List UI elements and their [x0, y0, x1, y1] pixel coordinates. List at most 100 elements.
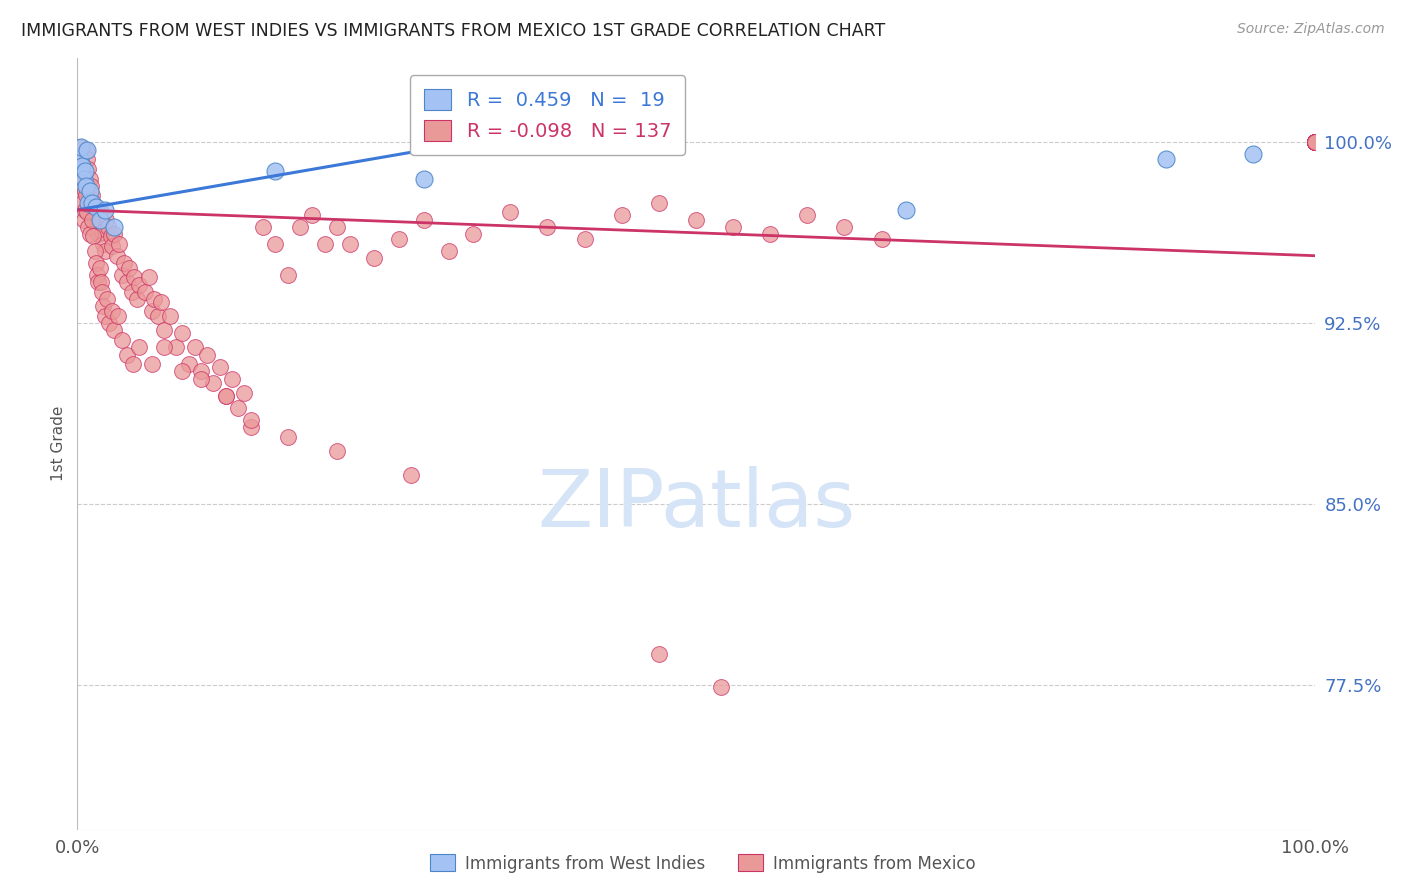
Point	[91, 236, 114, 251]
Point	[91, 299, 114, 313]
Point	[326, 444, 349, 458]
Point	[153, 323, 176, 337]
Point	[277, 268, 299, 282]
Point	[84, 212, 107, 227]
Point	[870, 232, 893, 246]
Point	[79, 184, 101, 198]
Point	[190, 372, 212, 386]
Point	[103, 323, 125, 337]
Point	[138, 270, 160, 285]
Point	[83, 202, 105, 217]
Point	[79, 171, 101, 186]
Point	[72, 160, 94, 174]
Point	[75, 178, 97, 193]
Point	[239, 412, 262, 426]
Point	[75, 143, 97, 157]
Point	[122, 357, 145, 371]
Point	[834, 219, 856, 234]
Point	[82, 195, 104, 210]
Point	[215, 388, 238, 402]
Point	[70, 164, 93, 178]
Point	[79, 227, 101, 241]
Point	[202, 376, 225, 391]
Point	[796, 208, 818, 222]
Point	[87, 275, 110, 289]
Point	[1303, 136, 1326, 150]
Point	[94, 212, 117, 227]
Point	[107, 309, 129, 323]
Legend: Immigrants from West Indies, Immigrants from Mexico: Immigrants from West Indies, Immigrants …	[423, 847, 983, 880]
Point	[77, 219, 100, 234]
Point	[499, 205, 522, 219]
Point	[363, 251, 385, 265]
Point	[1303, 136, 1326, 150]
Point	[1303, 136, 1326, 150]
Y-axis label: 1st Grade: 1st Grade	[51, 406, 66, 482]
Point	[1303, 136, 1326, 150]
Point	[73, 164, 96, 178]
Point	[536, 219, 558, 234]
Point	[91, 285, 114, 299]
Point	[91, 225, 114, 239]
Point	[610, 208, 633, 222]
Point	[1303, 136, 1326, 150]
Point	[118, 260, 141, 275]
Point	[115, 347, 138, 361]
Point	[215, 388, 238, 402]
Point	[128, 340, 150, 354]
Point	[89, 202, 111, 217]
Point	[1303, 136, 1326, 150]
Point	[1303, 136, 1326, 150]
Point	[121, 285, 143, 299]
Point	[172, 364, 194, 378]
Point	[648, 647, 671, 661]
Point	[184, 340, 207, 354]
Point	[80, 178, 103, 193]
Text: IMMIGRANTS FROM WEST INDIES VS IMMIGRANTS FROM MEXICO 1ST GRADE CORRELATION CHAR: IMMIGRANTS FROM WEST INDIES VS IMMIGRANT…	[21, 22, 886, 40]
Point	[72, 212, 94, 227]
Point	[685, 212, 707, 227]
Point	[122, 270, 145, 285]
Point	[82, 195, 104, 210]
Point	[1303, 136, 1326, 150]
Point	[73, 202, 96, 217]
Point	[437, 244, 460, 258]
Point	[93, 244, 115, 258]
Point	[1303, 136, 1326, 150]
Point	[401, 468, 423, 483]
Legend: R =  0.459   N =  19, R = -0.098   N = 137: R = 0.459 N = 19, R = -0.098 N = 137	[411, 76, 685, 154]
Point	[721, 219, 744, 234]
Point	[412, 212, 434, 227]
Point	[165, 340, 187, 354]
Point	[141, 304, 163, 318]
Point	[648, 195, 671, 210]
Point	[1303, 136, 1326, 150]
Point	[1241, 147, 1264, 161]
Point	[70, 153, 93, 167]
Point	[1154, 153, 1177, 167]
Point	[83, 244, 105, 258]
Point	[69, 153, 91, 167]
Point	[172, 326, 194, 340]
Point	[226, 401, 249, 415]
Point	[73, 184, 96, 198]
Point	[141, 357, 163, 371]
Point	[759, 227, 782, 241]
Point	[87, 227, 110, 241]
Point	[153, 340, 176, 354]
Point	[233, 386, 256, 401]
Point	[72, 164, 94, 178]
Point	[574, 232, 596, 246]
Point	[177, 357, 200, 371]
Point	[463, 227, 485, 241]
Point	[412, 171, 434, 186]
Point	[82, 212, 104, 227]
Point	[208, 359, 231, 374]
Point	[239, 420, 262, 434]
Point	[101, 239, 124, 253]
Point	[103, 219, 125, 234]
Point	[72, 195, 94, 210]
Point	[252, 219, 274, 234]
Point	[301, 208, 323, 222]
Text: ZIPatlas: ZIPatlas	[537, 467, 855, 544]
